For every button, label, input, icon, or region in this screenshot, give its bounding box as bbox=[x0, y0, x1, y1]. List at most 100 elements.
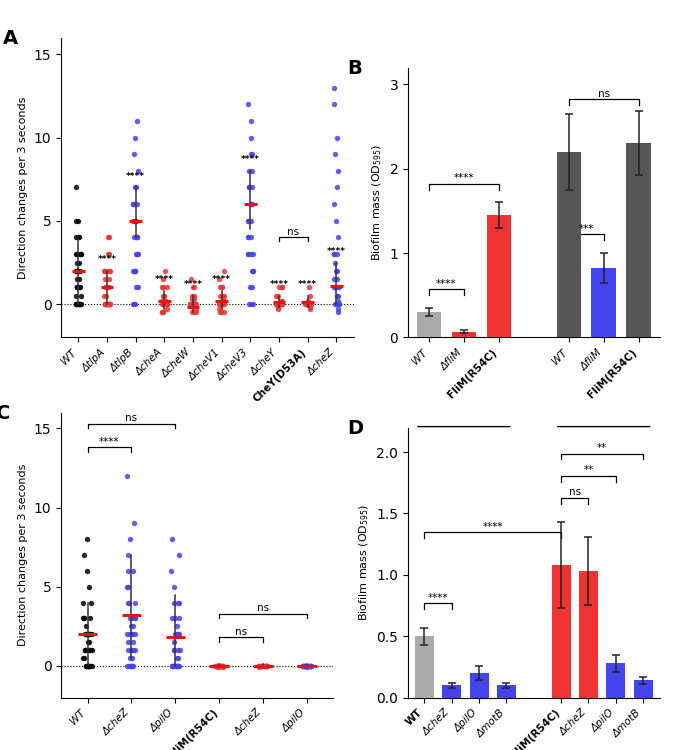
Point bbox=[130, 214, 141, 226]
Point bbox=[254, 660, 265, 672]
Point bbox=[216, 298, 226, 310]
Point bbox=[75, 298, 86, 310]
Point bbox=[101, 281, 112, 293]
Point bbox=[130, 248, 141, 260]
Point bbox=[100, 298, 111, 310]
Point bbox=[72, 273, 83, 285]
Bar bbox=[442, 686, 461, 698]
Point bbox=[214, 273, 225, 285]
Point bbox=[99, 290, 110, 302]
Point bbox=[186, 293, 197, 305]
Text: ****: **** bbox=[299, 280, 318, 290]
Point bbox=[161, 295, 172, 307]
Point bbox=[86, 660, 97, 672]
Point bbox=[254, 660, 265, 672]
Point bbox=[82, 636, 93, 648]
Point bbox=[243, 248, 254, 260]
Point bbox=[131, 232, 142, 244]
Point bbox=[333, 281, 343, 293]
Point bbox=[100, 298, 111, 310]
Point bbox=[158, 298, 169, 310]
Point bbox=[84, 612, 95, 624]
Point bbox=[275, 298, 286, 310]
Point bbox=[297, 660, 308, 672]
Point bbox=[104, 298, 115, 310]
Point bbox=[218, 298, 228, 310]
Point bbox=[130, 131, 141, 143]
Point bbox=[72, 281, 83, 293]
Point bbox=[71, 298, 82, 310]
Point bbox=[71, 281, 82, 293]
Point bbox=[333, 232, 343, 244]
Point bbox=[84, 660, 95, 672]
Point bbox=[301, 298, 312, 310]
Point bbox=[246, 165, 257, 177]
Point bbox=[211, 660, 222, 672]
Point bbox=[103, 281, 114, 293]
Text: A: A bbox=[3, 28, 18, 47]
Point bbox=[303, 298, 313, 310]
Point bbox=[217, 290, 228, 302]
Point bbox=[273, 281, 284, 293]
Point bbox=[246, 281, 257, 293]
Point bbox=[169, 636, 180, 648]
Point bbox=[333, 298, 344, 310]
Point bbox=[242, 232, 253, 244]
Point bbox=[185, 298, 196, 310]
Point bbox=[71, 232, 82, 244]
Point bbox=[85, 644, 96, 656]
Point bbox=[333, 295, 343, 307]
Point bbox=[271, 298, 282, 310]
Point bbox=[99, 265, 110, 277]
Point bbox=[305, 298, 316, 310]
Point bbox=[73, 298, 84, 310]
Point bbox=[172, 644, 183, 656]
Point bbox=[132, 248, 143, 260]
Point bbox=[333, 165, 343, 177]
Point bbox=[100, 265, 111, 277]
Point bbox=[78, 652, 89, 664]
Point bbox=[246, 182, 257, 194]
Point bbox=[330, 298, 341, 310]
Point bbox=[132, 115, 143, 127]
Point bbox=[122, 636, 133, 648]
Point bbox=[80, 628, 90, 640]
Point bbox=[125, 652, 136, 664]
Point bbox=[210, 660, 221, 672]
Point bbox=[168, 660, 179, 672]
Point bbox=[171, 660, 182, 672]
Point bbox=[245, 148, 256, 160]
Point bbox=[82, 660, 93, 672]
Point bbox=[273, 298, 284, 310]
Point bbox=[158, 273, 169, 285]
Point bbox=[273, 290, 284, 302]
Point bbox=[214, 307, 225, 319]
Point bbox=[71, 298, 82, 310]
Point bbox=[260, 660, 271, 672]
Point bbox=[245, 198, 256, 210]
Point bbox=[275, 298, 286, 310]
Point bbox=[244, 298, 255, 310]
Point bbox=[80, 644, 90, 656]
Point bbox=[166, 533, 177, 545]
Point bbox=[187, 307, 198, 319]
Point bbox=[186, 298, 197, 310]
Point bbox=[243, 214, 254, 226]
Point bbox=[130, 612, 141, 624]
Point bbox=[216, 281, 227, 293]
Point bbox=[131, 214, 141, 226]
Text: ns: ns bbox=[288, 227, 299, 237]
Point bbox=[188, 281, 199, 293]
Point bbox=[122, 580, 133, 592]
Text: ns: ns bbox=[598, 89, 610, 99]
Point bbox=[333, 298, 343, 310]
Point bbox=[105, 265, 116, 277]
Point bbox=[71, 265, 82, 277]
Point bbox=[101, 298, 112, 310]
Point bbox=[329, 148, 340, 160]
Point bbox=[170, 612, 181, 624]
Point bbox=[275, 298, 286, 310]
Point bbox=[243, 98, 254, 110]
Point bbox=[190, 307, 201, 319]
Point bbox=[127, 620, 138, 632]
